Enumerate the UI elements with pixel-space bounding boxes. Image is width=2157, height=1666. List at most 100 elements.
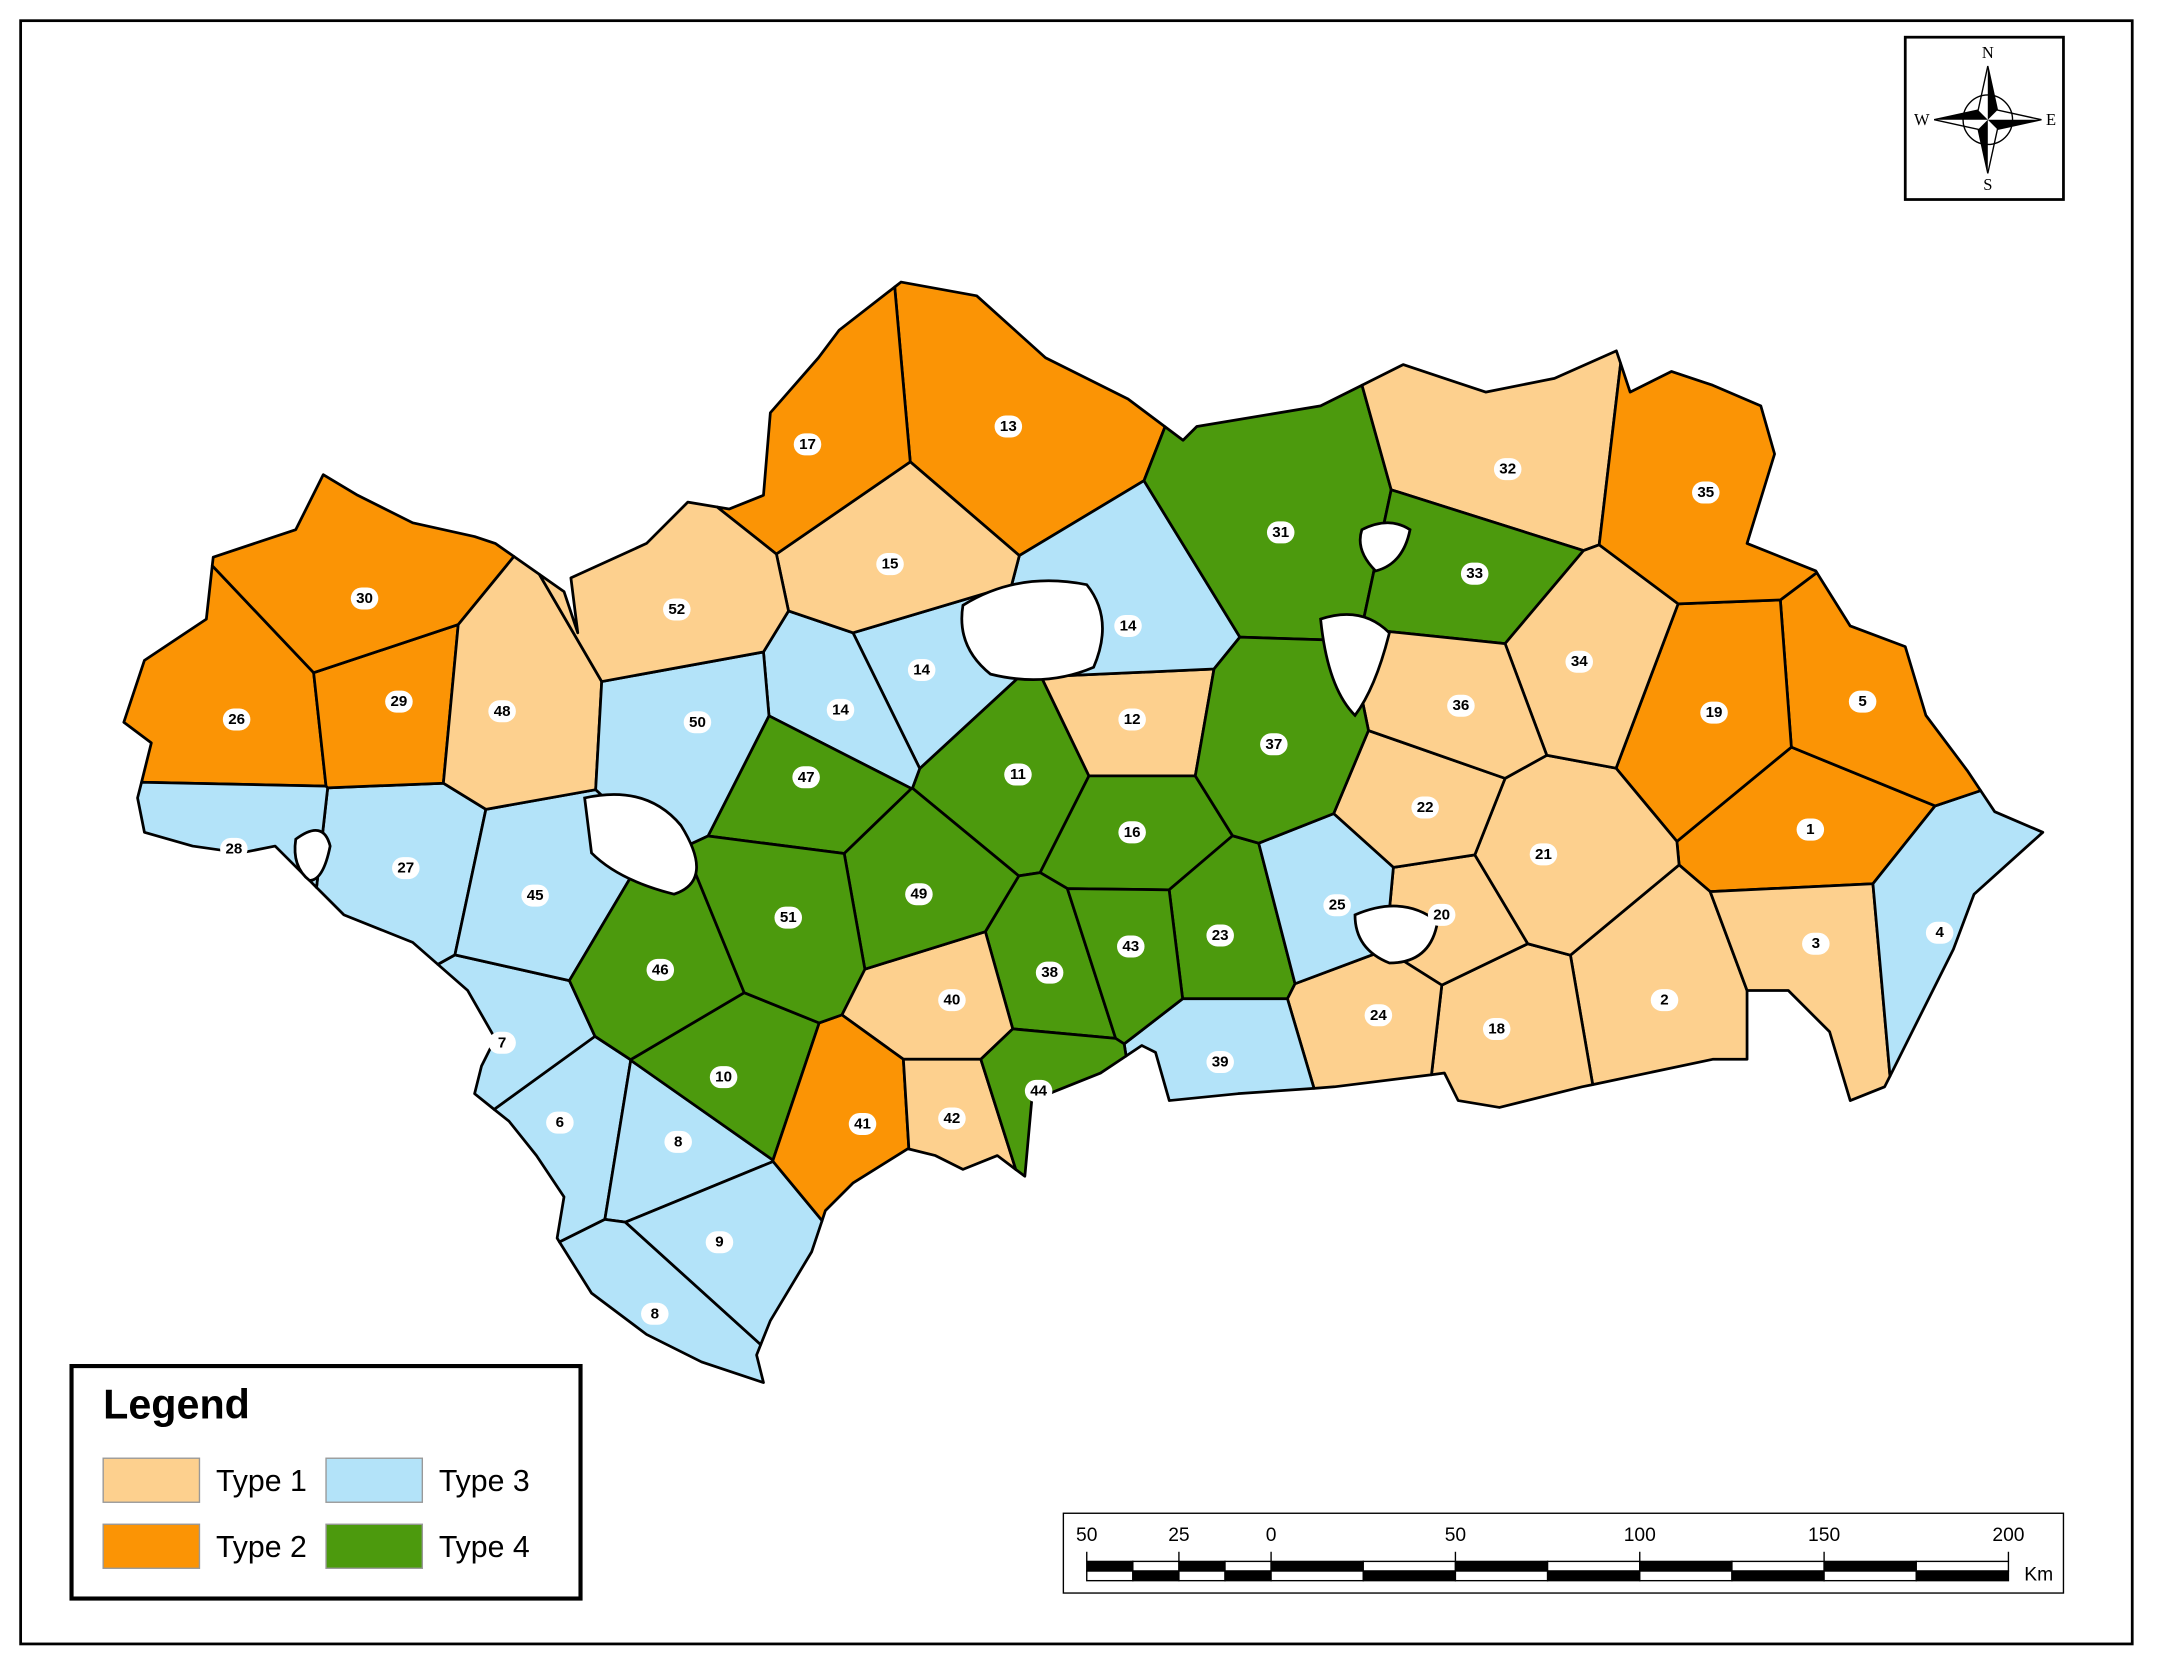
region-label: 19 [1706, 704, 1723, 721]
region-label: 45 [527, 887, 544, 904]
legend-swatch [325, 1523, 424, 1569]
label-badge [1206, 924, 1234, 947]
scale-segment [1224, 1570, 1272, 1582]
scale-segment [1086, 1560, 1134, 1572]
region-label: 28 [225, 840, 242, 857]
region-label: 9 [715, 1234, 723, 1251]
scale-segment [1362, 1560, 1457, 1572]
region-label: 42 [944, 1110, 961, 1127]
scale-segment [1086, 1570, 1134, 1582]
label-badge [905, 883, 933, 906]
region [979, 1027, 1128, 1178]
scale-segment [1915, 1570, 2010, 1582]
label-badge [1493, 458, 1522, 481]
region-label: 43 [1122, 938, 1139, 955]
region-label: 18 [1488, 1021, 1505, 1038]
region-label: 44 [1030, 1082, 1047, 1099]
region [558, 1218, 765, 1384]
region-label: 33 [1466, 565, 1483, 582]
label-badge [826, 698, 855, 721]
region [1286, 948, 1444, 1090]
scale-unit: Km [2024, 1565, 2053, 1586]
label-badge [392, 857, 420, 880]
scale-segment [1132, 1570, 1180, 1582]
scale-segment [1362, 1570, 1457, 1582]
label-badge [1118, 708, 1146, 731]
region-label: 7 [498, 1034, 506, 1051]
region [210, 473, 516, 675]
label-badge [1802, 932, 1830, 955]
region-label: 14 [1120, 617, 1137, 634]
region [1708, 882, 1892, 1102]
unclassified-areas [293, 521, 1440, 965]
compass-ring [1962, 94, 2014, 146]
label-badge [1565, 650, 1593, 673]
scale-segment [1546, 1570, 1641, 1582]
scale-segment [1454, 1570, 1549, 1582]
label-badge [792, 766, 820, 789]
label-badge [1848, 690, 1877, 713]
legend-label: Type 4 [439, 1531, 530, 1564]
label-badge [1925, 921, 1954, 944]
label-badge [1206, 1051, 1234, 1074]
label-badge [546, 1111, 574, 1134]
label-badge [1447, 694, 1475, 717]
blank-area [1319, 613, 1391, 718]
region-label: 34 [1571, 653, 1588, 670]
label-badge [1117, 935, 1145, 958]
legend-label: Type 1 [216, 1465, 307, 1498]
label-badge [385, 690, 413, 713]
label-badge [1035, 961, 1064, 984]
blank-area [1358, 521, 1412, 573]
scale-label: 0 [1266, 1525, 1277, 1546]
label-badge [1024, 1079, 1053, 1102]
region-label: 35 [1697, 484, 1714, 501]
scale-segment [1639, 1570, 1733, 1582]
scale-segment [1915, 1560, 2010, 1572]
label-badge [488, 1031, 516, 1054]
label-badge [848, 1112, 877, 1135]
compass-star-shade [1934, 66, 2042, 174]
scale-label: 25 [1168, 1525, 1189, 1546]
region-label: 16 [1124, 824, 1141, 841]
compass-w: W [1914, 110, 1930, 129]
scale-segment [1454, 1560, 1549, 1572]
region-label: 26 [228, 711, 245, 728]
compass-s: S [1983, 175, 1992, 194]
scale-label: 100 [1624, 1525, 1656, 1546]
region-label: 14 [913, 661, 930, 678]
label-badge [774, 906, 802, 929]
label-badge [793, 433, 822, 456]
legend-title: Legend [103, 1382, 250, 1428]
scale-segment [1731, 1560, 1825, 1572]
scale-label: 150 [1808, 1525, 1840, 1546]
region-label: 15 [882, 556, 899, 573]
label-badge [1796, 818, 1825, 841]
label-badge [1460, 562, 1489, 585]
scale-label: 50 [1076, 1525, 1097, 1546]
region-label: 38 [1041, 964, 1058, 981]
legend-label: Type 3 [439, 1465, 530, 1498]
region-label: 12 [1124, 711, 1141, 728]
region [1871, 789, 2045, 1078]
region-label: 24 [1370, 1007, 1387, 1024]
region-label: 47 [798, 769, 815, 786]
legend-swatch [102, 1523, 201, 1569]
compass-e: E [2046, 110, 2056, 129]
region [537, 500, 790, 683]
region-label: 40 [944, 992, 961, 1009]
label-badge [220, 837, 248, 860]
region-label: 22 [1417, 799, 1434, 816]
region-label: 51 [780, 909, 797, 926]
label-badge [664, 1130, 692, 1153]
region-label: 52 [668, 601, 685, 618]
label-badge [350, 587, 379, 610]
region-label: 27 [397, 860, 414, 877]
label-badge [1650, 989, 1679, 1012]
label-badge [1364, 1004, 1393, 1027]
region-label: 23 [1212, 927, 1229, 944]
label-badge [907, 658, 936, 681]
region-label: 17 [799, 436, 816, 453]
legend: Legend Type 1 Type 2 Type 3 Type 4 [69, 1363, 583, 1601]
